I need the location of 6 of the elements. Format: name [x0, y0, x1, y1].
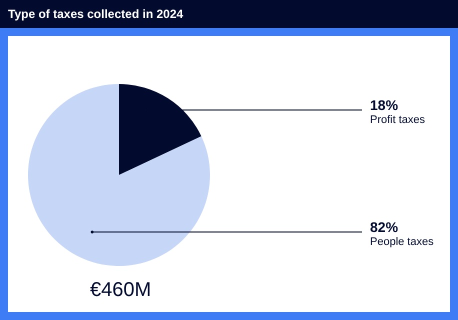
data-label: 82% [370, 219, 399, 235]
slice-label: People taxes [370, 236, 434, 248]
slice-label: Profit taxes [370, 114, 426, 126]
chart-title: Type of taxes collected in 2024 [8, 7, 184, 21]
text: €460M [90, 279, 152, 301]
data-label: 18% [370, 97, 399, 113]
